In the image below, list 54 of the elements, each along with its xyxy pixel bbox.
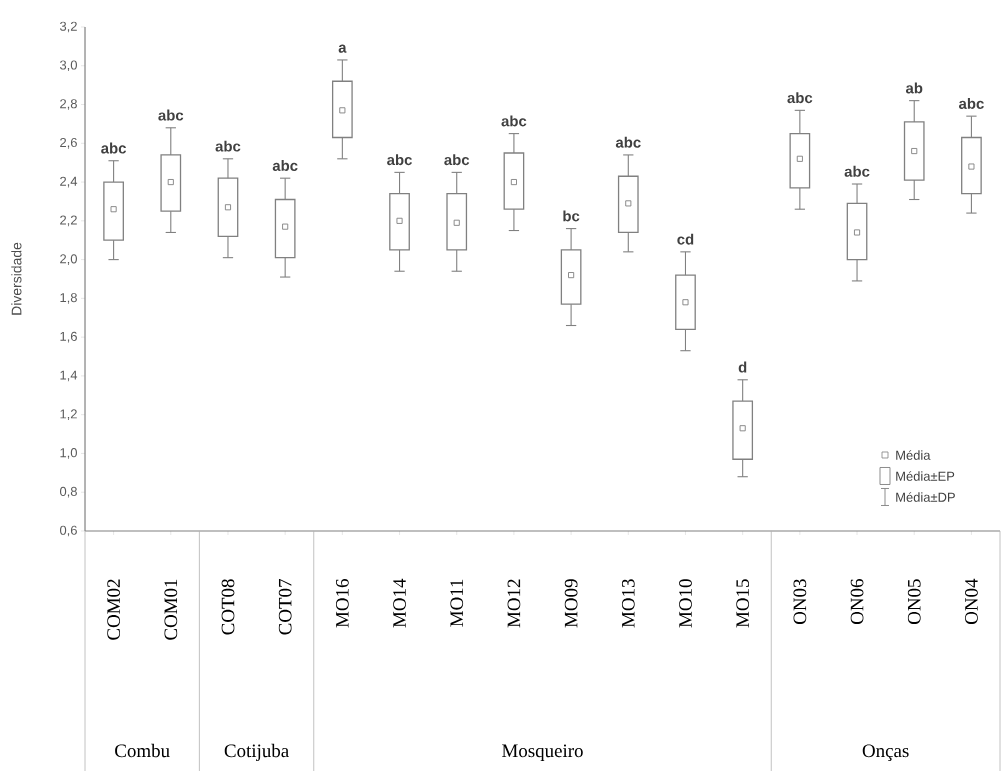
x-tick-label: MO09 [564, 579, 578, 628]
x-tick-label: MO14 [393, 578, 406, 628]
annotation: a [338, 44, 347, 53]
annotation: Média [896, 450, 931, 460]
x-tick-label: MO13 [621, 579, 635, 628]
text: Mosqueiro [502, 744, 583, 762]
text: Onças [862, 744, 909, 762]
y-tick-label: 1,8 [60, 293, 77, 304]
text: Cotijuba [224, 743, 289, 762]
annotation: abc [958, 97, 984, 109]
x-tick-label: ON04 [965, 578, 978, 624]
y-tick-label: 1,2 [60, 409, 77, 421]
annotation: abc [444, 154, 470, 166]
annotation: d [738, 361, 747, 373]
annotation: abc [158, 109, 184, 121]
y-tick-label: 0,8 [59, 486, 77, 498]
annotation: abc [615, 136, 641, 148]
y-tick-label: 3,0 [59, 60, 77, 72]
x-tick-label: MO15 [736, 579, 750, 628]
x-tick-label: ON03 [793, 579, 807, 624]
x-tick-label: COT08 [221, 579, 235, 635]
annotation: abc [215, 140, 241, 152]
annotation: abc [272, 160, 298, 171]
annotation: abc [844, 165, 870, 177]
annotation: cd [677, 233, 694, 245]
y-tick-label: 2,6 [60, 137, 77, 149]
y-tick-label: 2,0 [60, 254, 77, 265]
annotation: abc [387, 154, 412, 166]
annotation: ab [905, 82, 923, 94]
y-tick-label: 1,6 [60, 331, 77, 343]
x-tick-label: COM02 [107, 579, 120, 640]
annotation: abc [787, 92, 813, 104]
annotation: abc [501, 115, 527, 127]
x-tick-label: MO11 [450, 579, 464, 627]
y-tick-label: 0,6 [59, 525, 77, 537]
annotation: abc [101, 142, 127, 154]
y-tick-label: 2,8 [60, 99, 77, 110]
x-tick-label: COM01 [164, 579, 178, 640]
x-tick-label: MO10 [679, 579, 692, 628]
annotation: Média±DP [896, 492, 955, 502]
y-tick-label: 1,0 [60, 448, 77, 459]
annotation: bc [563, 210, 580, 222]
y-tick-label: 2,2 [60, 215, 77, 227]
x-tick-label: ON05 [907, 579, 921, 624]
text: Combu [115, 743, 170, 758]
y-tick-label: 3,2 [59, 21, 77, 33]
y-tick-label: 2,4 [60, 176, 78, 188]
x-tick-label: MO12 [507, 579, 521, 628]
y-axis-title: Diversidade [11, 242, 22, 315]
y-tick-label: 1,4 [60, 370, 78, 382]
annotation: Média±EP [896, 471, 955, 481]
x-tick-label: COT07 [278, 579, 292, 635]
x-tick-label: MO16 [336, 579, 349, 628]
x-tick-label: ON06 [850, 579, 864, 624]
